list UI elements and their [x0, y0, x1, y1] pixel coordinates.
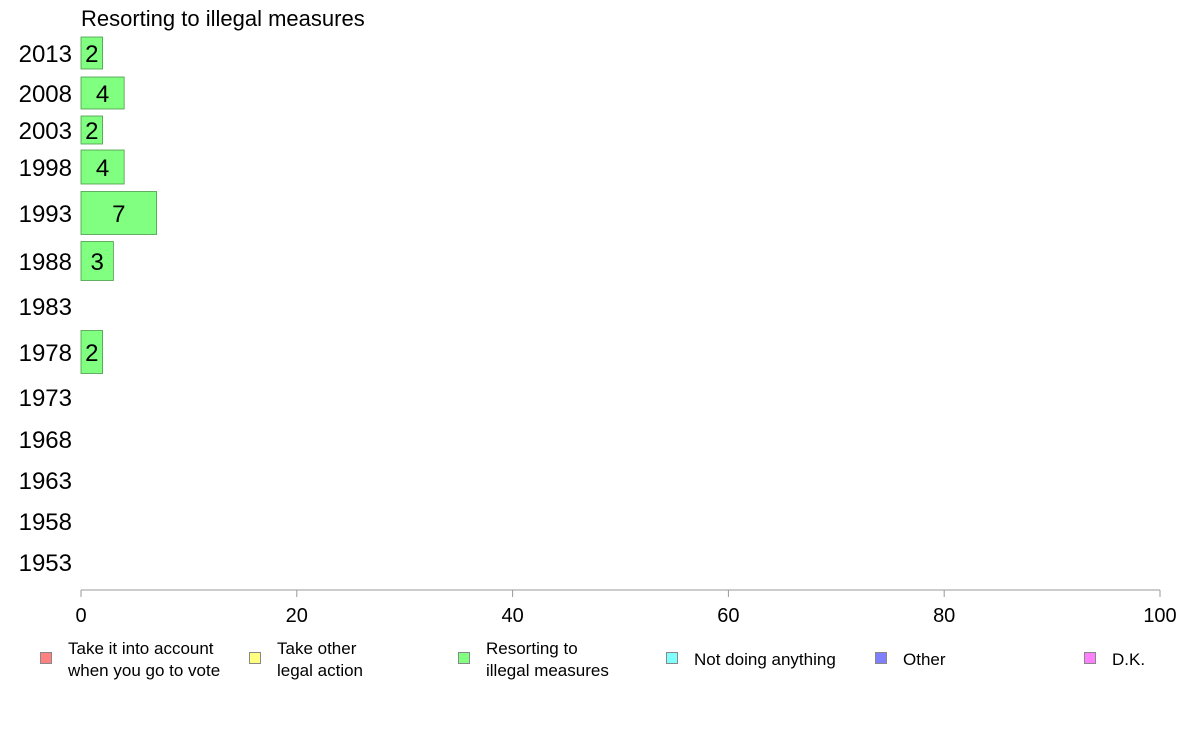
bar-value-label: 7	[112, 201, 125, 228]
x-tick-label: 80	[933, 605, 955, 627]
legend-label-vote: Take it into account when you go to vote	[68, 639, 221, 680]
bar-value-label: 4	[96, 81, 109, 108]
y-tick-label: 1998	[19, 155, 72, 182]
y-tick-label: 1993	[19, 201, 72, 228]
legend-label-dk: D.K.	[1112, 650, 1146, 669]
y-tick-label: 2008	[19, 81, 72, 108]
bar	[80, 149, 125, 185]
y-tick-label: 1968	[19, 427, 72, 454]
legend-item-dk: D.K.	[1084, 638, 1145, 671]
legend-item-nothing: Not doing anything	[666, 638, 836, 671]
bar-value-label: 2	[85, 41, 98, 68]
bar-value-label: 3	[91, 249, 104, 276]
bar	[80, 76, 125, 110]
legend-swatch-other	[875, 652, 887, 664]
bar	[80, 115, 103, 145]
bar-value-label: 2	[85, 118, 98, 145]
legend-label-other: Other	[903, 650, 946, 669]
y-tick-label: 1978	[19, 340, 72, 367]
bar-value-label: 4	[96, 155, 109, 182]
legend-item-other: Other	[875, 638, 946, 671]
bar	[80, 36, 103, 70]
legend-item-vote: Take it into account when you go to vote	[40, 638, 220, 682]
legend-label-nothing: Not doing anything	[694, 650, 836, 669]
bar	[80, 330, 103, 374]
x-tick-label: 40	[501, 605, 523, 627]
y-tick-label: 2003	[19, 118, 72, 145]
chart: Resorting to illegal measures 2013 2 2008 4…	[19, 6, 1177, 627]
legend-item-legal-action: Take other legal action	[249, 638, 363, 682]
y-tick-label: 1988	[19, 249, 72, 276]
bar	[80, 241, 114, 281]
y-tick-label: 1973	[19, 385, 72, 412]
y-tick-label: 2013	[19, 41, 72, 68]
legend: Take it into account when you go to vote…	[0, 638, 1188, 688]
legend-item-illegal-measures: Resorting to illegal measures	[458, 638, 609, 682]
y-tick-label: 1958	[19, 509, 72, 536]
legend-swatch-illegal-measures	[458, 652, 470, 664]
legend-swatch-dk	[1084, 652, 1096, 664]
bar-value-label: 2	[85, 340, 98, 367]
y-tick-label: 1983	[19, 294, 72, 321]
x-tick-label: 20	[286, 605, 308, 627]
x-tick-label: 100	[1143, 605, 1176, 627]
x-tick-label: 0	[75, 605, 86, 627]
legend-swatch-legal-action	[249, 652, 261, 664]
legend-label-illegal-measures: Resorting to illegal measures	[486, 639, 609, 680]
bar	[80, 191, 157, 235]
legend-swatch-nothing	[666, 652, 678, 664]
legend-label-legal-action: Take other legal action	[277, 639, 364, 680]
y-tick-label: 1963	[19, 468, 72, 495]
x-tick-label: 60	[717, 605, 739, 627]
y-tick-label: 1953	[19, 550, 72, 577]
chart-title: Resorting to illegal measures	[81, 6, 365, 31]
legend-swatch-vote	[40, 652, 52, 664]
